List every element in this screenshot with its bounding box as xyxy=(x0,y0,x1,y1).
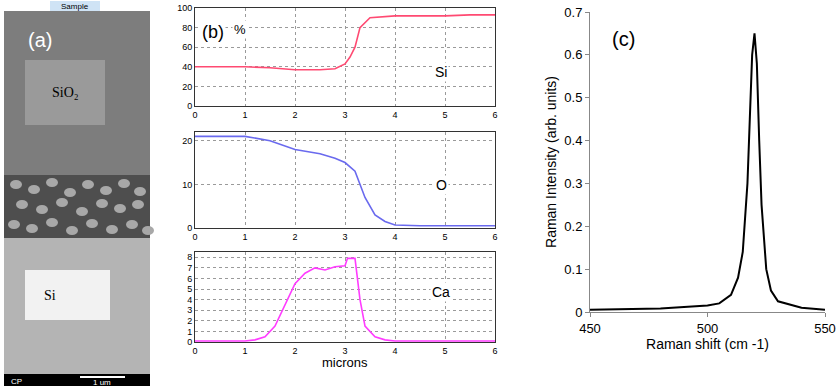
svg-text:4: 4 xyxy=(392,110,397,120)
svg-text:Raman shift (cm -1): Raman shift (cm -1) xyxy=(646,336,769,352)
svg-text:1: 1 xyxy=(242,110,247,120)
svg-text:2: 2 xyxy=(292,110,297,120)
svg-text:0.5: 0.5 xyxy=(564,90,582,105)
svg-text:20: 20 xyxy=(182,82,192,92)
svg-text:0: 0 xyxy=(192,232,197,242)
svg-text:CP: CP xyxy=(11,377,22,386)
svg-text:10: 10 xyxy=(182,180,192,190)
svg-text:3: 3 xyxy=(342,232,347,242)
svg-text:SiO₂: SiO₂ xyxy=(52,85,79,100)
svg-text:Ca: Ca xyxy=(432,284,450,300)
svg-text:6: 6 xyxy=(492,110,497,120)
svg-text:3: 3 xyxy=(342,110,347,120)
svg-text:0.2: 0.2 xyxy=(564,219,582,234)
svg-text:Sample: Sample xyxy=(61,2,89,11)
svg-text:100: 100 xyxy=(177,3,192,13)
svg-text:40: 40 xyxy=(182,62,192,72)
svg-text:6: 6 xyxy=(492,232,497,242)
svg-text:0: 0 xyxy=(575,305,582,320)
svg-text:5: 5 xyxy=(187,284,192,294)
svg-text:1: 1 xyxy=(242,346,247,356)
svg-text:0: 0 xyxy=(187,337,192,347)
svg-text:5: 5 xyxy=(442,110,447,120)
svg-text:microns: microns xyxy=(322,355,368,370)
svg-text:80: 80 xyxy=(182,23,192,33)
svg-text:8: 8 xyxy=(187,252,192,262)
svg-text:Si: Si xyxy=(44,288,56,303)
svg-text:(a): (a) xyxy=(28,29,52,51)
svg-text:0.7: 0.7 xyxy=(564,5,582,20)
svg-text:Si: Si xyxy=(435,64,447,80)
svg-text:(b): (b) xyxy=(202,22,224,42)
svg-text:0.6: 0.6 xyxy=(564,47,582,62)
svg-text:20: 20 xyxy=(182,136,192,146)
svg-text:4: 4 xyxy=(187,295,192,305)
svg-text:5: 5 xyxy=(442,232,447,242)
svg-text:2: 2 xyxy=(292,346,297,356)
svg-text:0.1: 0.1 xyxy=(564,262,582,277)
svg-text:4: 4 xyxy=(392,346,397,356)
svg-text:3: 3 xyxy=(187,305,192,315)
svg-text:0: 0 xyxy=(187,223,192,233)
svg-text:%: % xyxy=(234,22,246,37)
svg-text:450: 450 xyxy=(579,321,601,336)
svg-text:2: 2 xyxy=(187,316,192,326)
svg-text:1 um: 1 um xyxy=(93,378,111,387)
svg-text:1: 1 xyxy=(242,232,247,242)
svg-text:4: 4 xyxy=(392,232,397,242)
svg-text:0.4: 0.4 xyxy=(564,133,582,148)
svg-text:1: 1 xyxy=(187,327,192,337)
svg-text:0: 0 xyxy=(192,110,197,120)
svg-text:0: 0 xyxy=(192,346,197,356)
svg-text:6: 6 xyxy=(492,346,497,356)
svg-text:2: 2 xyxy=(292,232,297,242)
svg-text:7: 7 xyxy=(187,263,192,273)
svg-text:500: 500 xyxy=(697,321,719,336)
svg-text:6: 6 xyxy=(187,274,192,284)
svg-text:60: 60 xyxy=(182,42,192,52)
svg-text:550: 550 xyxy=(814,321,836,336)
svg-text:3: 3 xyxy=(342,346,347,356)
svg-text:(c): (c) xyxy=(612,28,635,50)
svg-text:0: 0 xyxy=(187,101,192,111)
svg-text:Raman Intensity (arb. units): Raman Intensity (arb. units) xyxy=(543,76,559,248)
svg-text:O: O xyxy=(436,177,447,193)
svg-text:5: 5 xyxy=(442,346,447,356)
svg-text:0.3: 0.3 xyxy=(564,176,582,191)
